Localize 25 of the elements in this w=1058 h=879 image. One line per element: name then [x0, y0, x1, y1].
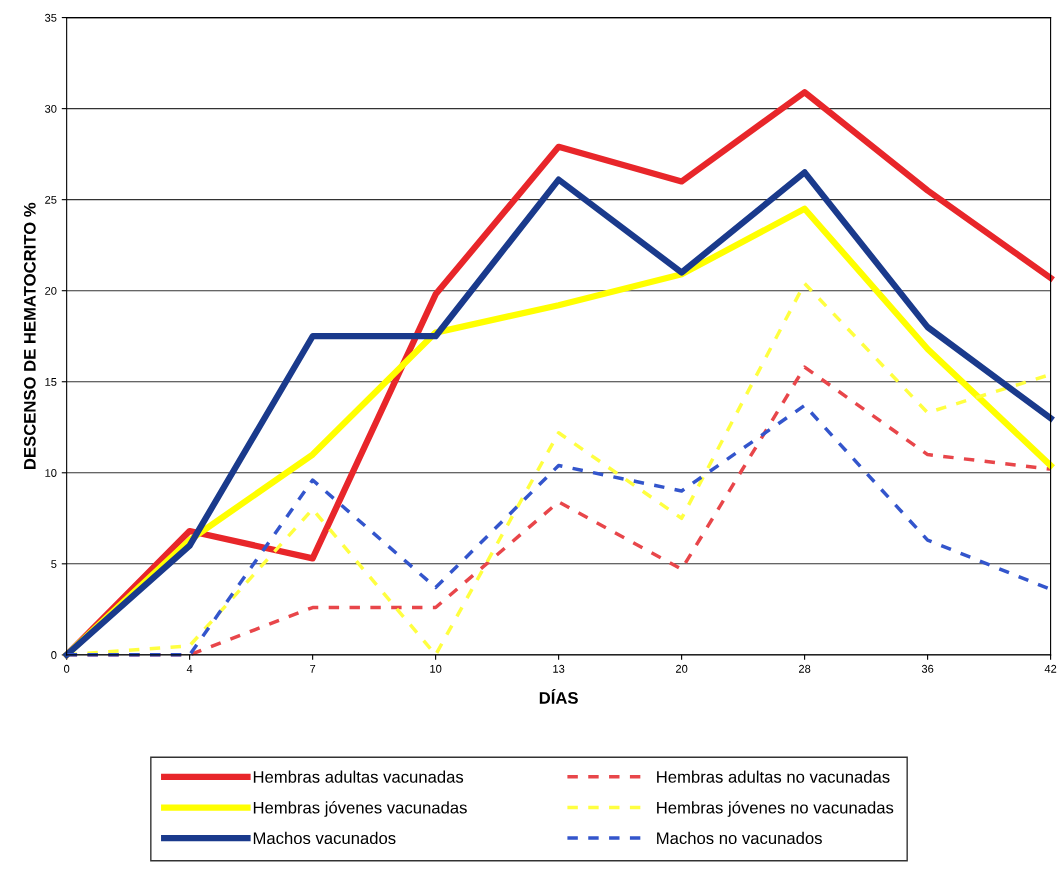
- y-tick-label: 25: [45, 195, 57, 204]
- legend-label: Hembras adultas vacunadas: [253, 770, 464, 783]
- x-tick-label: 36: [921, 664, 934, 673]
- x-tick-label: 7: [310, 664, 316, 673]
- legend-label: Hembras jóvenes vacunadas: [253, 801, 467, 817]
- y-axis-title: DESCENSO DE HEMATOCRITO %: [23, 202, 36, 469]
- legend-label: Hembras adultas no vacunadas: [657, 770, 890, 783]
- y-tick-label: 15: [45, 378, 57, 386]
- x-tick-label: 13: [553, 664, 565, 673]
- y-tick-label: 30: [45, 104, 57, 113]
- y-tick-label: 20: [45, 286, 57, 295]
- x-tick-label: 4: [186, 664, 193, 673]
- legend-label: Hembras jóvenes no vacunadas: [657, 801, 894, 817]
- legend-label: Machos no vacunados: [657, 831, 822, 845]
- y-tick-label: 10: [45, 469, 57, 477]
- x-tick-label: 28: [798, 664, 811, 673]
- x-tick-label: 10: [430, 664, 442, 673]
- y-tick-label: 5: [51, 560, 57, 568]
- legend-label: Machos vacunados: [253, 831, 396, 845]
- x-tick-label: 0: [64, 664, 70, 673]
- y-tick-label: 35: [45, 13, 57, 22]
- x-tick-label: 20: [676, 664, 688, 673]
- x-tick-label: 42: [1044, 664, 1057, 673]
- y-tick-label: 0: [51, 651, 57, 659]
- x-axis-title: DÍAS: [539, 688, 578, 704]
